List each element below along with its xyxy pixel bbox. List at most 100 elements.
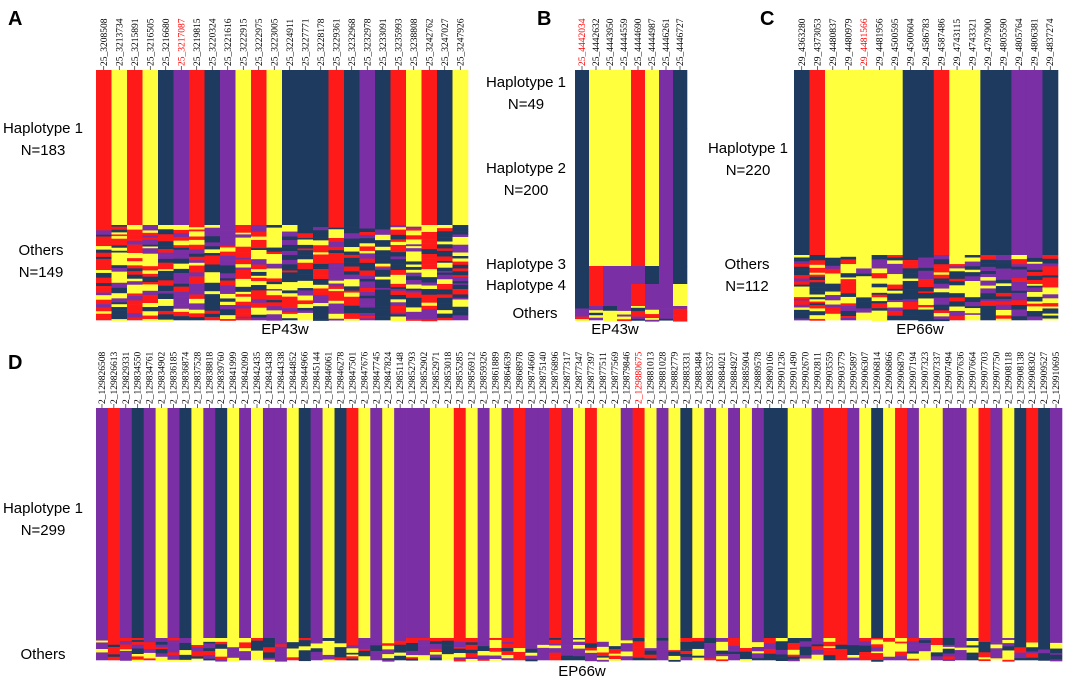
- panel-d-cell: [596, 639, 610, 643]
- panel-d-cell: [477, 658, 490, 661]
- panel-c-cell: [840, 310, 857, 317]
- panel-d-cell: [883, 645, 896, 650]
- panel-c-cell: [1026, 279, 1043, 285]
- panel-a-cell: [452, 275, 469, 278]
- panel-c-cell: [1042, 255, 1059, 260]
- panel-c-cell: [902, 294, 919, 300]
- panel-d-cell: [668, 638, 681, 642]
- panel-c-cell: [809, 299, 826, 302]
- panel-d-cell: [895, 408, 908, 639]
- panel-b-cell: [589, 308, 604, 311]
- panel-d-cell: [525, 652, 538, 656]
- panel-d-cell: [501, 648, 514, 652]
- panel-d-cell: [251, 408, 264, 639]
- panel-d-column-label: 2_129882779: [670, 352, 680, 405]
- panel-a-cell: [344, 233, 360, 239]
- panel-d-cell: [656, 652, 669, 658]
- panel-d-cell: [322, 408, 335, 639]
- panel-a-cell: [359, 228, 376, 233]
- panel-d-cell: [298, 643, 311, 647]
- panel-d-cell: [859, 652, 872, 656]
- panel-d-cell: [119, 658, 133, 661]
- panel-d-cell: [191, 656, 204, 659]
- panel-d-cell: [608, 638, 622, 644]
- panel-a-cell: [297, 70, 314, 226]
- panel-c-cell: [949, 310, 966, 317]
- panel-a-cell: [406, 266, 422, 271]
- panel-a-cell: [158, 241, 174, 247]
- panel-d-column-label: 2_129834902: [158, 352, 168, 405]
- panel-a-cell: [266, 272, 283, 279]
- panel-a-cell: [204, 259, 221, 265]
- panel-d-column-label: 2_129837528: [193, 352, 203, 405]
- panel-c-cell: [809, 260, 826, 266]
- panel-c-cell: [840, 267, 857, 272]
- panel-a-cell: [142, 289, 159, 292]
- panel-a-column-label: 25_3222975: [255, 18, 265, 66]
- panel-a-cell: [359, 270, 376, 277]
- panel-a-cell: [344, 238, 360, 242]
- panel-a-cell: [127, 317, 143, 321]
- panel-a-cell: [204, 294, 221, 296]
- panel-a-cell: [452, 296, 469, 299]
- panel-c-cell: [995, 283, 1012, 287]
- panel-c-cell: [964, 313, 981, 316]
- panel-a-cell: [251, 277, 267, 282]
- panel-a-cell: [328, 258, 345, 264]
- panel-a-cell: [406, 288, 422, 291]
- panel-a-cell: [297, 255, 314, 260]
- panel-d-cell: [167, 649, 180, 653]
- panel-a-cell: [328, 271, 345, 275]
- panel-a-cell: [375, 276, 391, 280]
- panel-b-cell: [631, 316, 646, 320]
- panel-a-cell: [127, 278, 143, 282]
- panel-c-cell: [809, 311, 826, 316]
- panel-c-cell: [871, 259, 888, 264]
- panel-a-cell: [220, 289, 236, 295]
- panel-d-cell: [596, 649, 610, 653]
- panel-b-cell: [603, 315, 618, 320]
- panel-d-cell: [513, 651, 526, 656]
- panel-d-cell: [775, 657, 789, 660]
- panel-d-cell: [298, 408, 311, 639]
- panel-b-column-label: 25_4443950: [606, 18, 616, 66]
- panel-a-cell: [282, 308, 298, 313]
- panel-a-cell: [96, 270, 112, 274]
- panel-a-cell: [421, 319, 438, 322]
- panel-d-cell: [596, 652, 610, 657]
- panel-b-column-label: 25_4444690: [634, 18, 644, 66]
- panel-d-cell: [525, 408, 538, 639]
- panel-a-cell: [111, 271, 128, 277]
- panel-a-cell: [142, 315, 159, 320]
- panel-a-cell: [96, 243, 112, 247]
- panel-a-cell: [313, 269, 329, 274]
- panel-d-cell: [787, 656, 800, 660]
- panel-d-cell: [549, 648, 562, 653]
- panel-d-cell: [167, 642, 180, 647]
- panel-a-cell: [344, 290, 360, 293]
- panel-a-cell: [111, 304, 128, 308]
- panel-c-cell: [825, 278, 841, 284]
- panel-d-cell: [191, 645, 204, 648]
- panel-c-cell: [995, 286, 1012, 291]
- panel-a-cell: [344, 289, 360, 291]
- panel-a-cell: [220, 233, 236, 238]
- panel-d-cell: [680, 650, 693, 655]
- panel-a-cell: [266, 254, 283, 259]
- panel-b-cell: [645, 266, 660, 285]
- panel-d-cell: [763, 653, 777, 656]
- panel-c-cell: [918, 304, 935, 308]
- panel-a-cell: [235, 225, 252, 229]
- panel-d-cell: [346, 656, 359, 659]
- panel-c-cell: [840, 317, 857, 321]
- panel-a-cell: [390, 70, 407, 226]
- panel-d-cell: [990, 650, 1003, 654]
- panel-c-cell: [871, 290, 888, 294]
- panel-b-cell: [617, 319, 632, 322]
- panel-d-cell: [573, 645, 586, 649]
- panel-d-cell: [728, 638, 741, 641]
- panel-a-cell: [328, 303, 345, 308]
- panel-d-column-label: 2_129907323: [921, 352, 931, 405]
- panel-d-column-label: 2_129844966: [301, 352, 311, 405]
- panel-b-cell: [673, 308, 688, 313]
